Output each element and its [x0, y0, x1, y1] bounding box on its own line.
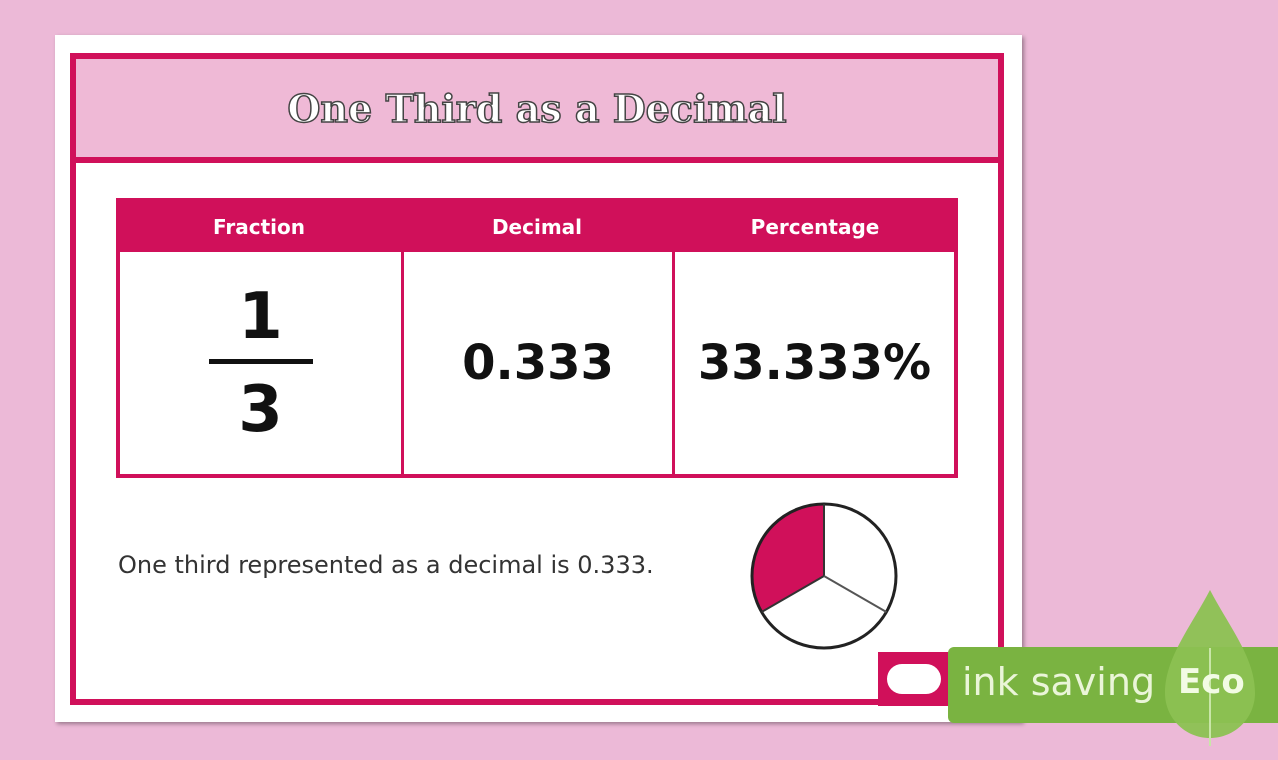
pie-shaded-third	[751, 504, 824, 612]
poster-frame: One Third as a Decimal	[70, 53, 1004, 705]
denominator: 3	[238, 372, 283, 447]
explanation-sentence: One third represented as a decimal is 0.…	[118, 551, 654, 579]
leaf-icon	[1165, 590, 1255, 746]
twinkl-cloud-icon	[887, 664, 941, 694]
table-header: Fraction Decimal Percentage	[120, 202, 954, 252]
pie-diagram	[750, 502, 898, 650]
title-band: One Third as a Decimal	[76, 59, 998, 163]
table-row: 1 3 0.333 33.333%	[120, 252, 954, 474]
page-title: One Third as a Decimal	[287, 85, 788, 132]
conversion-table: Fraction Decimal Percentage 1 3 0.333 33…	[116, 198, 958, 478]
fraction-bar	[208, 358, 313, 364]
numerator: 1	[238, 279, 283, 354]
ink-saving-label: ink saving	[962, 660, 1156, 704]
header-decimal: Decimal	[491, 215, 583, 239]
cell-fraction: 1 3	[120, 252, 401, 474]
pie-divider	[761, 575, 825, 613]
header-fraction: Fraction	[213, 215, 305, 239]
cell-percentage: 33.333%	[672, 252, 954, 474]
cell-decimal: 0.333	[401, 252, 672, 474]
fraction: 1 3	[208, 279, 313, 447]
header-percentage: Percentage	[750, 215, 880, 239]
eco-label: Eco	[1178, 662, 1245, 702]
pie-divider	[823, 575, 887, 613]
twinkl-logo	[878, 652, 950, 706]
